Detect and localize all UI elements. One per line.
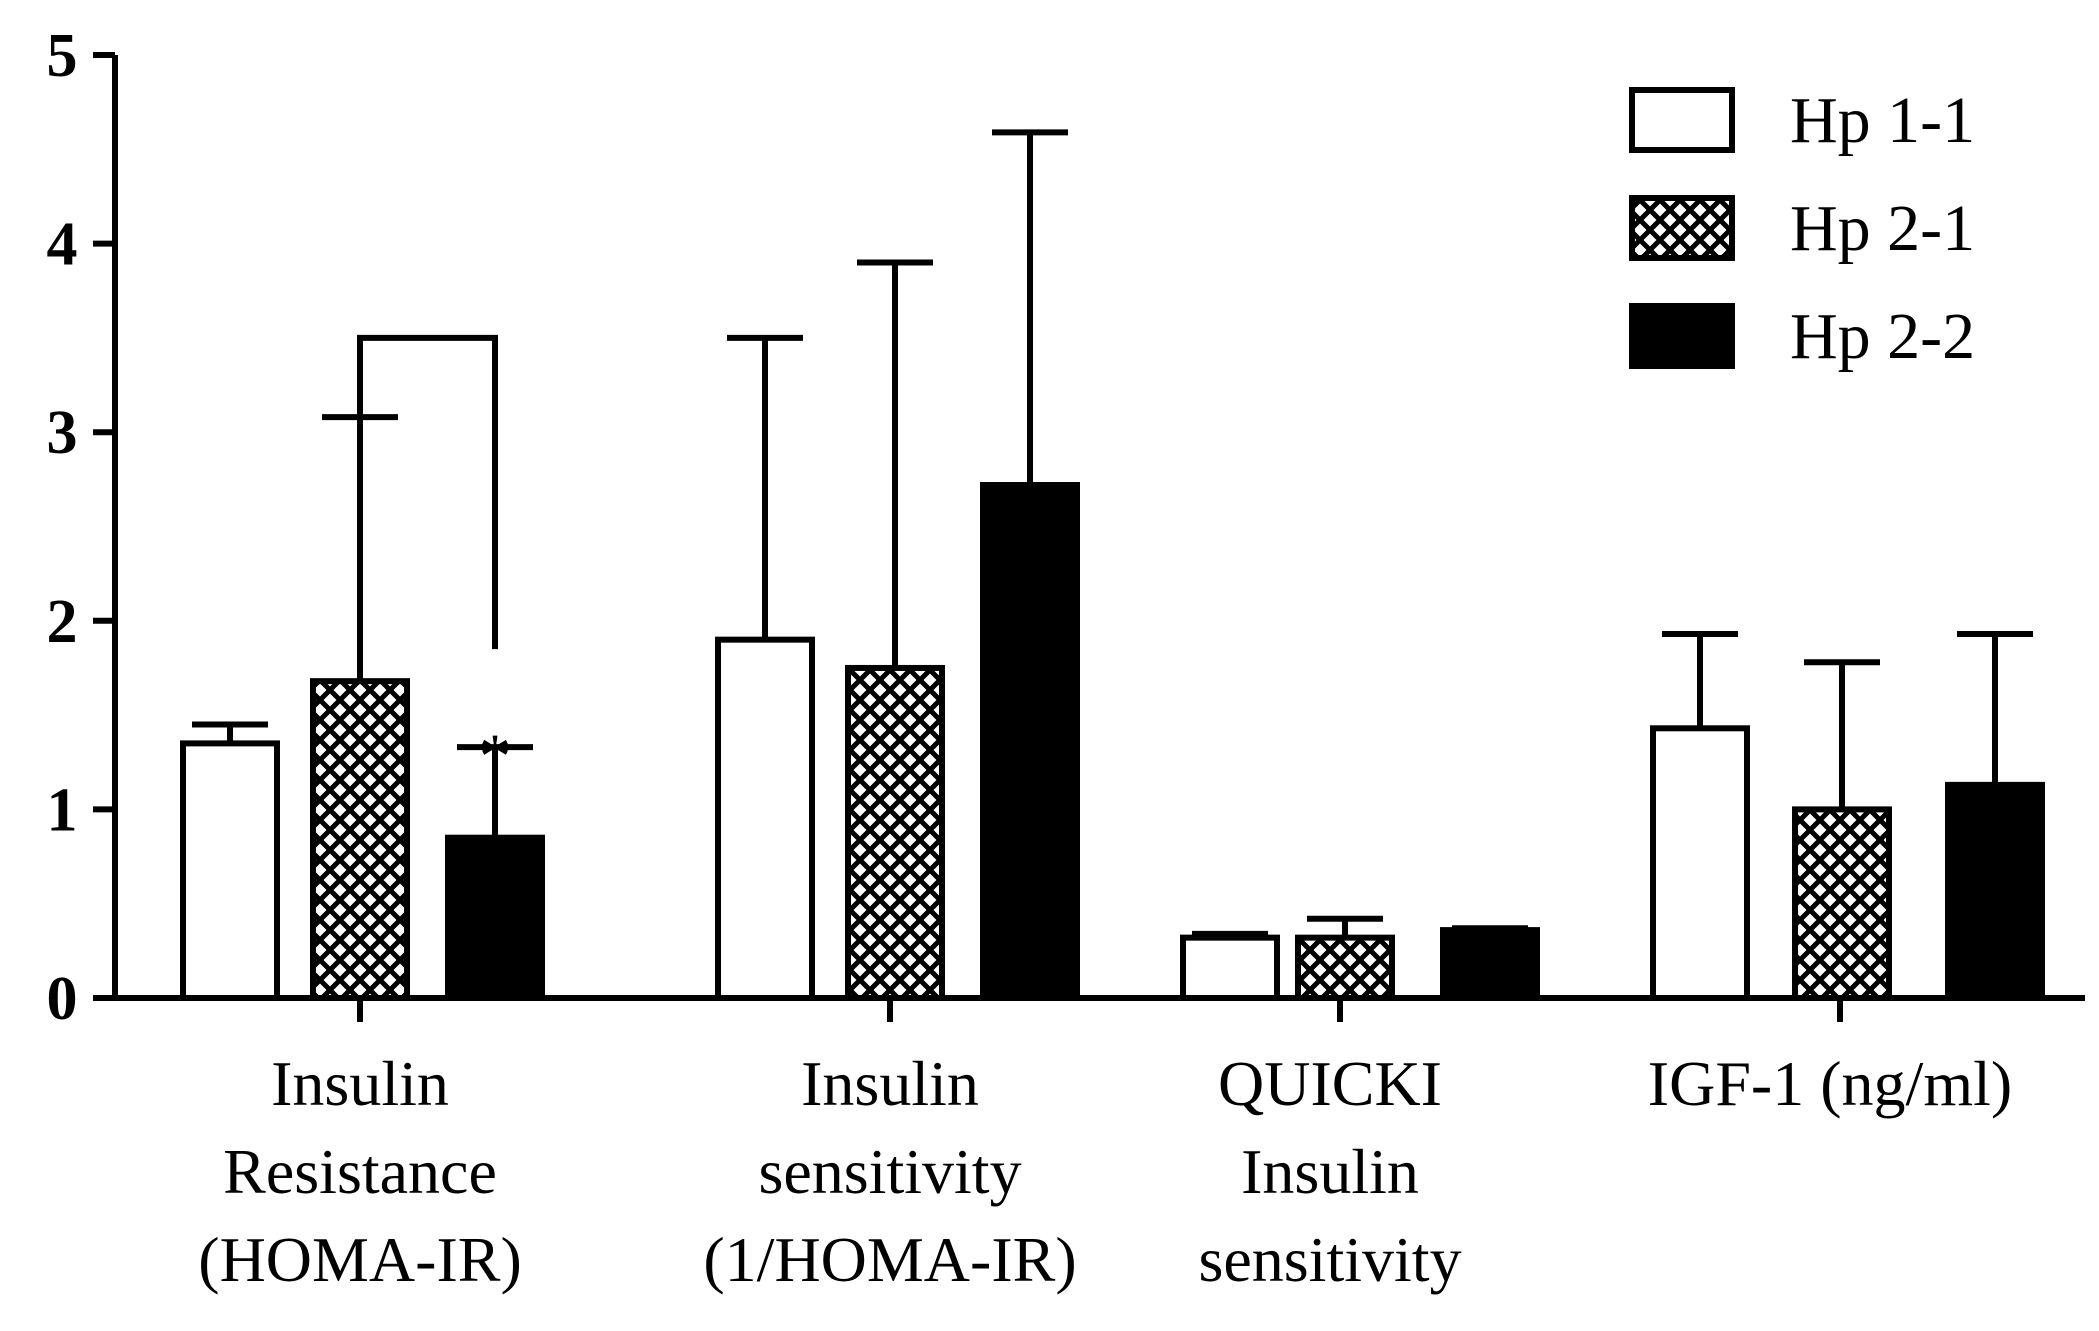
- y-tick-label: 1: [47, 776, 78, 844]
- category-label-line: Insulin: [271, 1048, 449, 1119]
- legend-label: Hp 2-2: [1790, 300, 1975, 373]
- bar: [445, 834, 545, 1001]
- y-tick-label: 2: [47, 588, 78, 656]
- bar: [1180, 934, 1280, 1002]
- category-label: Insulin Resistance (HOMA-IR): [198, 1048, 522, 1295]
- legend-swatch: [1629, 195, 1735, 261]
- y-tick-label: 0: [47, 965, 78, 1033]
- legend-swatch: [1629, 87, 1735, 153]
- bar: [1295, 934, 1395, 1002]
- category-label-line: (HOMA-IR): [198, 1224, 522, 1295]
- axes: [112, 55, 2085, 1022]
- category-label-line: sensitivity: [1198, 1224, 1461, 1295]
- significance-bracket: *: [357, 334, 511, 791]
- category-label: IGF-1 (ng/ml): [1648, 1048, 2012, 1119]
- category-label-line: QUICKI: [1218, 1048, 1442, 1119]
- bar: [310, 678, 410, 1001]
- category-label-line: IGF-1 (ng/ml): [1648, 1048, 2012, 1119]
- bar: [180, 740, 280, 1002]
- bar: [980, 482, 1080, 1001]
- bar: [1650, 725, 1750, 1001]
- y-axis-ticks: 0 1 2 3 4 5: [47, 22, 115, 1033]
- bracket-line: [357, 334, 498, 650]
- bar: [1440, 927, 1540, 1001]
- legend-label: Hp 1-1: [1790, 84, 1975, 157]
- category-label-line: (1/HOMA-IR): [703, 1224, 1076, 1295]
- category-label-line: Insulin: [801, 1048, 979, 1119]
- bars: [180, 482, 2045, 1002]
- bar: [715, 636, 815, 1001]
- y-tick-label: 3: [47, 399, 78, 467]
- category-label: QUICKI Insulin sensitivity: [1198, 1048, 1461, 1295]
- bar: [1945, 781, 2045, 1002]
- x-axis-labels: Insulin Resistance (HOMA-IR) Insulin sensiti…: [198, 1048, 2012, 1295]
- y-tick-label: 4: [47, 211, 78, 279]
- legend-label: Hp 2-1: [1790, 192, 1975, 265]
- legend-swatch: [1629, 303, 1735, 369]
- bar: [845, 664, 945, 1001]
- bar: [1792, 806, 1892, 1002]
- category-label: Insulin sensitivity (1/HOMA-IR): [703, 1048, 1076, 1295]
- y-tick-label: 5: [47, 22, 78, 90]
- error-bars: [192, 129, 2033, 938]
- category-label-line: sensitivity: [758, 1136, 1021, 1207]
- legend: Hp 1-1 Hp 2-1 Hp 2-2: [1629, 84, 1975, 373]
- category-label-line: Insulin: [1241, 1136, 1419, 1207]
- category-label-line: Resistance: [223, 1136, 497, 1207]
- significance-label: *: [479, 720, 511, 791]
